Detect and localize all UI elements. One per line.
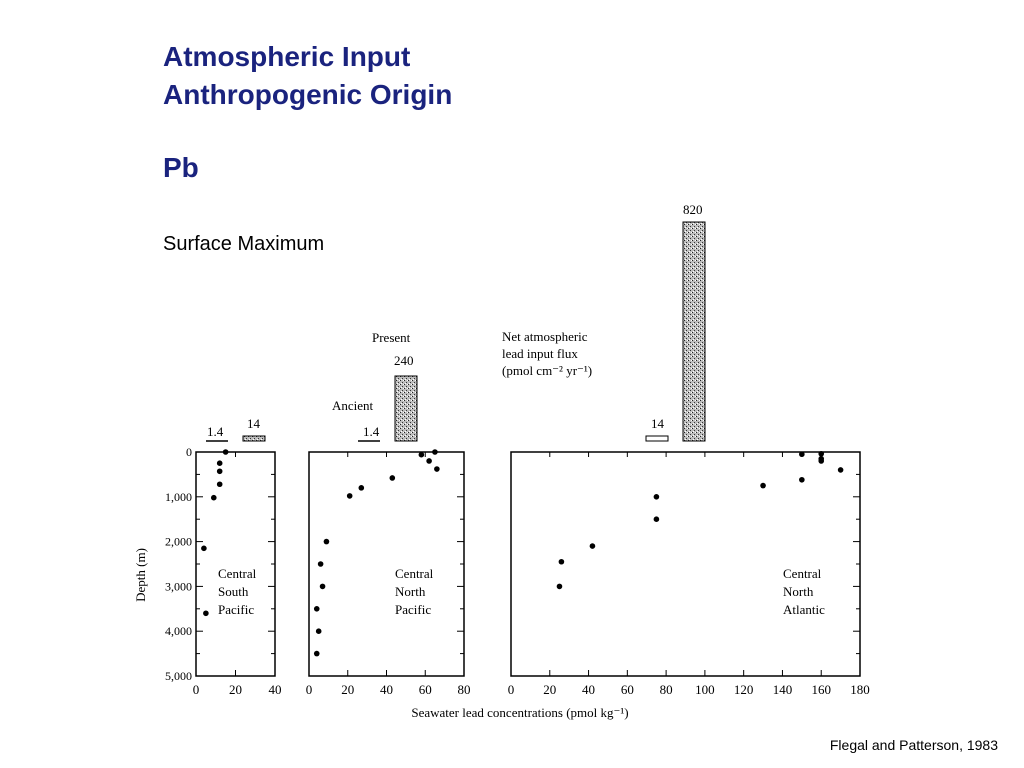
region-label: North bbox=[395, 584, 426, 599]
x-tick-label: 0 bbox=[508, 682, 515, 697]
data-point bbox=[389, 475, 396, 481]
present-flux-value: 240 bbox=[394, 353, 414, 368]
y-tick-label: 0 bbox=[186, 445, 192, 459]
region-label: South bbox=[218, 584, 249, 599]
data-point bbox=[760, 482, 766, 489]
present-flux-bar bbox=[394, 375, 418, 442]
x-tick-label: 40 bbox=[582, 682, 595, 697]
data-point bbox=[799, 476, 805, 483]
x-axis-label: Seawater lead concentrations (pmol kg⁻¹) bbox=[411, 705, 628, 720]
data-point bbox=[418, 451, 425, 458]
x-tick-label: 0 bbox=[306, 682, 313, 697]
data-point bbox=[216, 481, 223, 488]
ancient-flux-value: 14 bbox=[651, 416, 665, 431]
panel-frame bbox=[308, 451, 465, 677]
present-label: Present bbox=[372, 330, 411, 345]
x-tick-label: 40 bbox=[380, 682, 393, 697]
ancient-flux-value: 1.4 bbox=[363, 424, 380, 439]
data-point bbox=[358, 485, 365, 491]
title-line-1: Atmospheric Input bbox=[163, 41, 411, 72]
x-tick-label: 140 bbox=[773, 682, 793, 697]
data-point bbox=[653, 516, 660, 522]
data-point bbox=[558, 558, 565, 565]
flux-legend-line: (pmol cm⁻² yr⁻¹) bbox=[502, 363, 592, 378]
data-point bbox=[201, 545, 207, 552]
y-axis-label: Depth (m) bbox=[133, 548, 148, 602]
region-label: Atlantic bbox=[783, 602, 825, 617]
x-tick-label: 180 bbox=[850, 682, 870, 697]
title-line-2: Anthropogenic Origin bbox=[163, 79, 453, 110]
region-label: Central bbox=[395, 566, 434, 581]
present-flux-bar bbox=[682, 221, 706, 442]
data-point bbox=[313, 650, 320, 657]
data-point bbox=[216, 468, 223, 475]
subtitle: Surface Maximum bbox=[163, 233, 325, 255]
y-tick-label: 1,000 bbox=[165, 490, 192, 504]
panel-frame bbox=[510, 451, 861, 677]
data-point bbox=[432, 449, 438, 455]
x-tick-label: 160 bbox=[811, 682, 831, 697]
ancient-flux-value: 1.4 bbox=[207, 424, 224, 439]
data-point bbox=[589, 543, 596, 549]
data-point bbox=[313, 606, 320, 612]
present-flux-value: 14 bbox=[247, 416, 261, 431]
region-label: Pacific bbox=[218, 602, 254, 617]
data-point bbox=[222, 449, 229, 455]
flux-legend-line: Net atmospheric bbox=[502, 329, 588, 344]
x-tick-label: 120 bbox=[734, 682, 754, 697]
x-tick-label: 40 bbox=[269, 682, 282, 697]
region-label: Central bbox=[783, 566, 822, 581]
present-flux-bar bbox=[242, 435, 266, 442]
panel-frame bbox=[195, 451, 276, 677]
data-point bbox=[317, 561, 324, 567]
ancient-flux-bar bbox=[645, 435, 669, 442]
y-tick-label: 5,000 bbox=[165, 669, 192, 683]
x-tick-label: 80 bbox=[458, 682, 471, 697]
element-label: Pb bbox=[163, 152, 199, 183]
x-tick-label: 60 bbox=[621, 682, 634, 697]
region-label: Central bbox=[218, 566, 257, 581]
ancient-label: Ancient bbox=[332, 398, 374, 413]
data-point bbox=[653, 494, 660, 500]
x-tick-label: 20 bbox=[543, 682, 556, 697]
data-point bbox=[346, 493, 353, 499]
region-label: North bbox=[783, 584, 814, 599]
data-point bbox=[799, 451, 805, 458]
data-point bbox=[319, 583, 326, 590]
citation: Flegal and Patterson, 1983 bbox=[829, 737, 998, 753]
region-label: Pacific bbox=[395, 602, 431, 617]
slide-title: Atmospheric Input Anthropogenic Origin bbox=[163, 38, 452, 114]
x-tick-label: 80 bbox=[660, 682, 673, 697]
x-tick-label: 20 bbox=[229, 682, 242, 697]
x-tick-label: 20 bbox=[341, 682, 354, 697]
present-flux-value: 820 bbox=[683, 202, 703, 217]
y-tick-label: 4,000 bbox=[165, 624, 192, 638]
data-point bbox=[426, 458, 432, 464]
x-tick-label: 60 bbox=[419, 682, 432, 697]
x-tick-label: 0 bbox=[193, 682, 200, 697]
data-point bbox=[556, 583, 563, 590]
data-point bbox=[837, 467, 844, 473]
data-point bbox=[216, 460, 223, 467]
y-tick-label: 2,000 bbox=[165, 535, 192, 549]
data-point bbox=[210, 494, 217, 501]
data-point bbox=[818, 450, 825, 457]
data-point bbox=[323, 538, 330, 545]
data-point bbox=[818, 458, 825, 464]
data-point bbox=[434, 466, 440, 472]
data-point bbox=[315, 628, 322, 634]
y-tick-label: 3,000 bbox=[165, 579, 192, 593]
flux-legend-line: lead input flux bbox=[502, 346, 578, 361]
data-point bbox=[203, 610, 209, 617]
x-tick-label: 100 bbox=[695, 682, 715, 697]
